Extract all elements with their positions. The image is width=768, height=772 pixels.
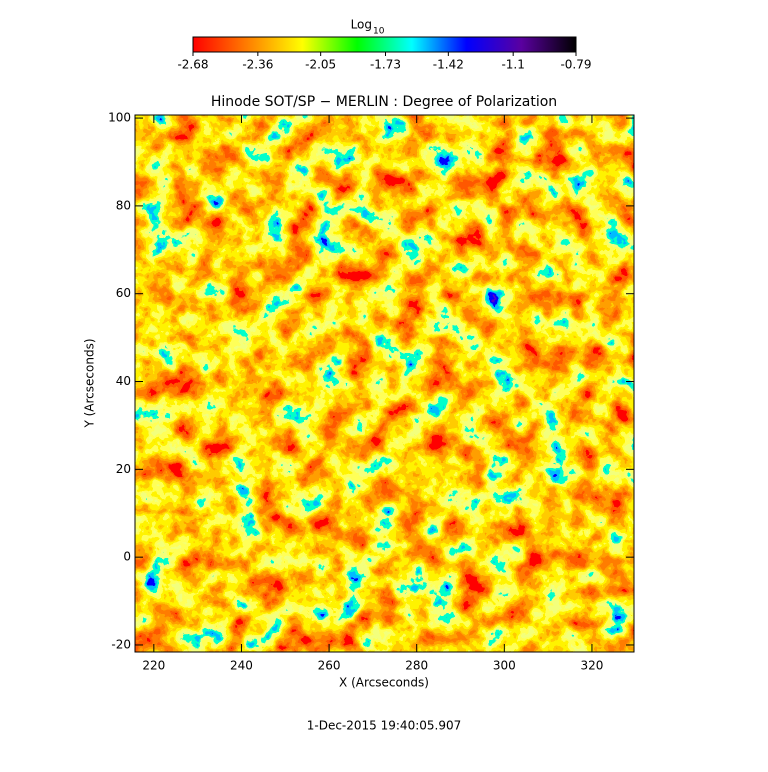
x-axis-label: X (Arcseconds) bbox=[339, 676, 429, 690]
colorbar-tick-label: -2.05 bbox=[305, 58, 336, 72]
y-tick-label: 20 bbox=[116, 462, 131, 476]
x-tick-label: 220 bbox=[142, 659, 165, 673]
colorbar-tick-label: -1.1 bbox=[501, 58, 524, 72]
colorbar bbox=[192, 36, 577, 53]
footer-date: 1-Dec-2015 19:40:05.907 bbox=[307, 719, 461, 733]
y-axis-label: Y (Arcseconds) bbox=[83, 338, 97, 428]
colorbar-tick-label: -0.79 bbox=[560, 58, 591, 72]
x-tick-label: 320 bbox=[580, 659, 603, 673]
y-tick-label: 80 bbox=[116, 198, 131, 212]
plot-frame bbox=[134, 114, 635, 653]
y-tick-label: 100 bbox=[108, 111, 131, 125]
x-tick-label: 240 bbox=[230, 659, 253, 673]
colorbar-tick-label: -2.36 bbox=[242, 58, 273, 72]
colorbar-tick-label: -1.73 bbox=[370, 58, 401, 72]
chart-title: Hinode SOT/SP − MERLIN : Degree of Polar… bbox=[211, 94, 557, 110]
colorbar-label-subscript: 10 bbox=[373, 27, 385, 37]
y-tick-label: -20 bbox=[111, 637, 131, 651]
y-tick-label: 0 bbox=[123, 550, 131, 564]
x-tick-label: 280 bbox=[405, 659, 428, 673]
x-tick-label: 260 bbox=[318, 659, 341, 673]
colorbar-tick-label: -2.68 bbox=[177, 58, 208, 72]
y-tick-label: 40 bbox=[116, 374, 131, 388]
solar-map-image bbox=[135, 115, 634, 652]
y-tick-label: 60 bbox=[116, 286, 131, 300]
colorbar-tick-label: -1.42 bbox=[433, 58, 464, 72]
x-tick-label: 300 bbox=[493, 659, 516, 673]
colorbar-label: Log bbox=[351, 18, 372, 32]
